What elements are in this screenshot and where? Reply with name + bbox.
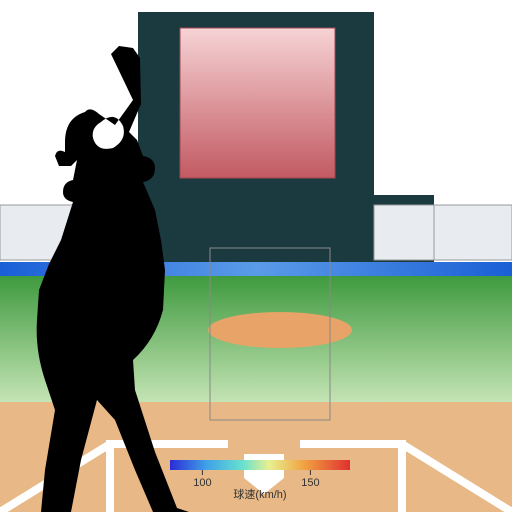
svg-text:100: 100 (193, 477, 211, 489)
scoreboard-screen (180, 28, 335, 178)
svg-text:150: 150 (301, 477, 319, 489)
legend-axis-label: 球速(km/h) (233, 487, 286, 501)
